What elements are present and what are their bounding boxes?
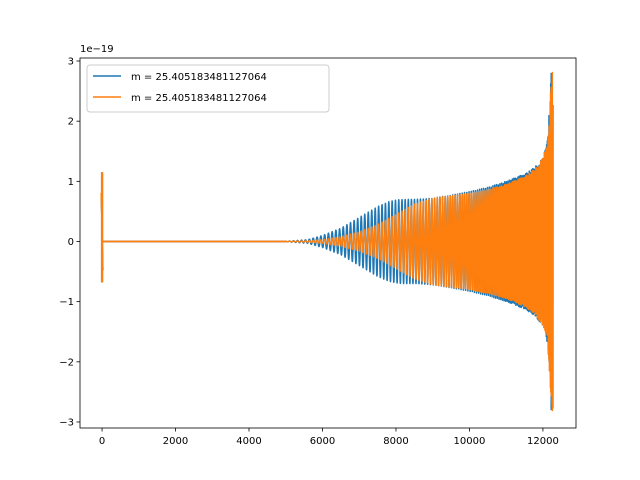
series-1 — [100, 71, 554, 412]
legend-label-0: m = 25.405183481127064 — [131, 72, 267, 83]
y-tick-label: 3 — [68, 57, 74, 68]
x-tick-label: 10000 — [454, 436, 486, 447]
legend-label-1: m = 25.405183481127064 — [131, 93, 267, 104]
y-tick-label: 0 — [68, 237, 74, 248]
y-tick-label: 2 — [68, 117, 74, 128]
x-tick-label: 8000 — [383, 436, 408, 447]
y-tick-label: 1 — [68, 177, 74, 188]
y-tick-label: −2 — [59, 357, 74, 368]
x-tick-label: 0 — [99, 436, 105, 447]
y-offset-text: 1e−19 — [80, 44, 114, 55]
x-tick-label: 12000 — [527, 436, 559, 447]
series-layer — [100, 71, 554, 412]
plot-frame — [79, 57, 577, 429]
y-tick-label: −1 — [59, 297, 74, 308]
axis-layer: 0 2000 4000 6000 8000 10000 12000 −3 −2 −1 0 1 2 3 — [59, 57, 559, 447]
series-1-burst-detail — [100, 193, 104, 271]
x-tick-label: 2000 — [163, 436, 188, 447]
legend: m = 25.405183481127064 m = 25.4051834811… — [86, 64, 330, 113]
legend-frame — [86, 64, 330, 113]
x-tick-label: 4000 — [236, 436, 261, 447]
x-tick-label: 6000 — [310, 436, 335, 447]
y-tick-label: −3 — [59, 417, 74, 428]
